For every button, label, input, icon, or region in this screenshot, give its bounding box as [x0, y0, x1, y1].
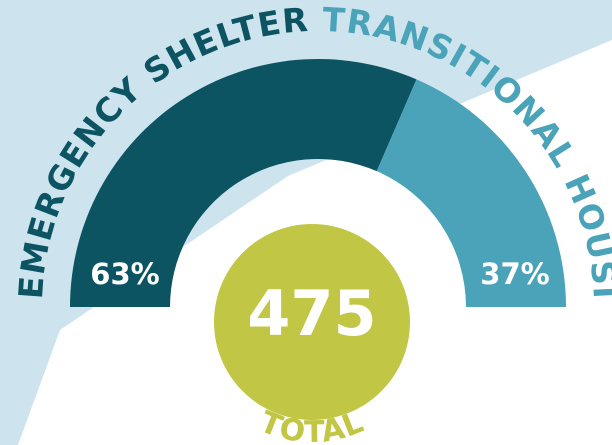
- value-label: 63%: [90, 257, 159, 291]
- total-circle: [214, 224, 410, 420]
- total-value: 475: [247, 277, 376, 350]
- value-label: 37%: [480, 257, 549, 291]
- donut-segment: [70, 58, 417, 307]
- donut: [70, 58, 566, 307]
- donut-segment: [376, 79, 566, 307]
